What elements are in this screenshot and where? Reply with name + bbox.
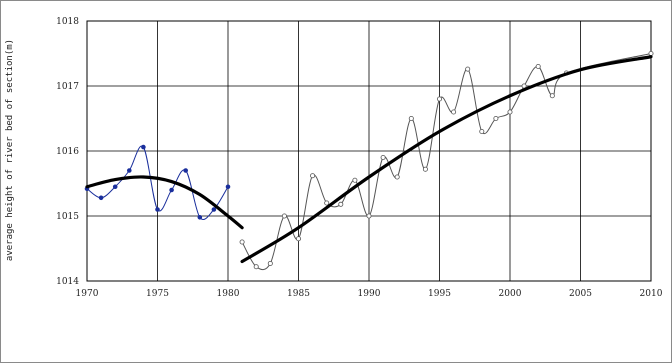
tick-labels: 1970 1975 1980 1985 1990 1995 2000 2005 2010 1014… (56, 17, 663, 299)
data-point (338, 201, 344, 207)
data-point (436, 96, 442, 102)
data-point (239, 239, 245, 245)
data-point (295, 236, 301, 242)
x-tick-label: 1995 (428, 289, 451, 299)
y-tick-label: 1018 (56, 17, 79, 27)
grid (86, 20, 652, 282)
data-point (479, 128, 485, 134)
series (84, 51, 654, 271)
data-point (112, 184, 118, 190)
data-point (310, 173, 316, 179)
data-point (211, 207, 217, 212)
data-point (225, 184, 231, 190)
data-point (197, 215, 203, 220)
data-point (141, 144, 146, 150)
trend-line (85, 175, 244, 230)
data-point (549, 93, 555, 99)
x-tick-label: 1990 (358, 289, 381, 299)
data-point (169, 187, 174, 193)
data-point (183, 168, 189, 173)
data-point (535, 64, 541, 70)
data-point (366, 213, 372, 219)
data-point (493, 116, 499, 122)
x-tick-label: 1970 (76, 289, 99, 299)
data-point (451, 109, 457, 115)
data-point (98, 195, 104, 201)
data-point (465, 66, 471, 72)
data-point (408, 116, 414, 122)
data-point (380, 154, 386, 160)
x-tick-label: 2000 (499, 289, 522, 299)
data-point (352, 177, 358, 183)
y-tick-label: 1017 (56, 82, 79, 92)
data-point (253, 264, 259, 270)
data-point (324, 200, 330, 206)
data-point (127, 168, 132, 173)
y-axis-label: average height of river bed of section(m… (5, 39, 15, 261)
data-point (267, 260, 273, 266)
x-tick-label: 1985 (287, 289, 310, 299)
trend-line (240, 55, 653, 264)
x-tick-label: 2010 (640, 289, 663, 299)
y-tick-label: 1014 (56, 277, 79, 287)
data-point (155, 207, 160, 212)
y-tick-label: 1015 (56, 212, 79, 222)
data-point (648, 51, 654, 57)
data-point (422, 166, 428, 172)
x-tick-label: 2005 (569, 289, 592, 299)
data-point (507, 109, 513, 115)
data-point (394, 174, 400, 180)
x-tick-label: 1975 (146, 289, 169, 299)
data-point (281, 213, 287, 219)
x-tick-label: 1980 (217, 289, 240, 299)
y-tick-label: 1016 (56, 147, 79, 157)
